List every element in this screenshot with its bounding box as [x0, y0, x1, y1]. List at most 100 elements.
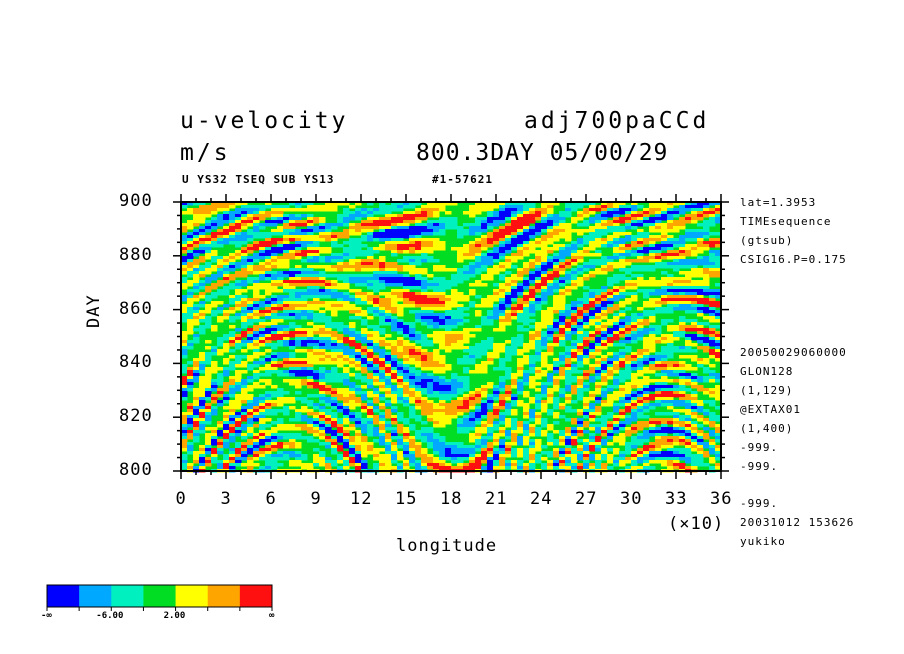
heatmap-cell	[373, 370, 380, 374]
heatmap-cell	[355, 337, 362, 341]
heatmap-cell	[463, 337, 470, 341]
heatmap-cell	[541, 229, 548, 233]
heatmap-cell	[697, 286, 704, 290]
heatmap-cell	[391, 208, 398, 212]
heatmap-cell	[211, 361, 218, 365]
heatmap-cell	[631, 319, 638, 323]
heatmap-cell	[583, 352, 590, 356]
heatmap-cell	[655, 256, 662, 260]
heatmap-cell	[313, 325, 320, 329]
heatmap-cell	[373, 382, 380, 386]
heatmap-cell	[385, 205, 392, 209]
heatmap-cell	[397, 400, 404, 404]
heatmap-cell	[565, 388, 572, 392]
heatmap-cell	[217, 316, 224, 320]
heatmap-cell	[259, 328, 266, 332]
heatmap-cell	[469, 361, 476, 365]
heatmap-cell	[577, 214, 584, 218]
heatmap-cell	[439, 406, 446, 410]
heatmap-cell	[583, 235, 590, 239]
heatmap-cell	[637, 394, 644, 398]
heatmap-cell	[715, 325, 722, 329]
heatmap-cell	[577, 229, 584, 233]
heatmap-cell	[481, 391, 488, 395]
heatmap-cell	[661, 277, 668, 281]
heatmap-cell	[403, 403, 410, 407]
heatmap-cell	[199, 331, 206, 335]
heatmap-cell	[625, 286, 632, 290]
heatmap-cell	[463, 277, 470, 281]
heatmap-cell	[703, 265, 710, 269]
heatmap-cell	[571, 343, 578, 347]
heatmap-cell	[595, 400, 602, 404]
heatmap-cell	[493, 409, 500, 413]
heatmap-cell	[475, 328, 482, 332]
heatmap-cell	[679, 253, 686, 257]
heatmap-cell	[199, 250, 206, 254]
heatmap-cell	[379, 352, 386, 356]
heatmap-cell	[583, 316, 590, 320]
heatmap-cell	[553, 382, 560, 386]
heatmap-cell	[523, 409, 530, 413]
heatmap-cell	[601, 259, 608, 263]
heatmap-cell	[331, 415, 338, 419]
heatmap-cell	[547, 202, 554, 206]
heatmap-cell	[331, 397, 338, 401]
heatmap-cell	[247, 244, 254, 248]
heatmap-cell	[499, 319, 506, 323]
heatmap-cell	[679, 202, 686, 206]
heatmap-cell	[307, 367, 314, 371]
heatmap-cell	[241, 313, 248, 317]
heatmap-cell	[313, 298, 320, 302]
heatmap-cell	[349, 298, 356, 302]
heatmap-cell	[253, 346, 260, 350]
heatmap-cell	[679, 379, 686, 383]
heatmap-cell	[253, 304, 260, 308]
heatmap-cell	[373, 295, 380, 299]
heatmap-cell	[373, 304, 380, 308]
heatmap-cell	[625, 367, 632, 371]
heatmap-cell	[643, 367, 650, 371]
heatmap-cell	[463, 418, 470, 422]
heatmap-cell	[271, 289, 278, 293]
heatmap-cell	[541, 244, 548, 248]
heatmap-cell	[313, 319, 320, 323]
heatmap-cell	[571, 313, 578, 317]
heatmap-cell	[439, 394, 446, 398]
heatmap-cell	[511, 400, 518, 404]
heatmap-cell	[337, 292, 344, 296]
heatmap-cell	[469, 349, 476, 353]
heatmap-cell	[679, 223, 686, 227]
heatmap-cell	[487, 310, 494, 314]
heatmap-cell	[601, 364, 608, 368]
heatmap-cell	[301, 301, 308, 305]
heatmap-cell	[499, 367, 506, 371]
heatmap-cell	[703, 259, 710, 263]
heatmap-cell	[271, 250, 278, 254]
heatmap-cell	[565, 259, 572, 263]
heatmap-cell	[607, 337, 614, 341]
heatmap-cell	[361, 259, 368, 263]
heatmap-cell	[391, 400, 398, 404]
heatmap-cell	[211, 217, 218, 221]
heatmap-cell	[271, 259, 278, 263]
heatmap-cell	[637, 280, 644, 284]
heatmap-cell	[199, 418, 206, 422]
heatmap-cell	[601, 226, 608, 230]
heatmap-cell	[679, 211, 686, 215]
heatmap-cell	[613, 415, 620, 419]
heatmap-cell	[475, 400, 482, 404]
heatmap-cell	[673, 388, 680, 392]
heatmap-cell	[211, 364, 218, 368]
heatmap-cell	[607, 262, 614, 266]
heatmap-cell	[343, 277, 350, 281]
heatmap-cell	[511, 418, 518, 422]
heatmap-cell	[577, 394, 584, 398]
heatmap-cell	[583, 295, 590, 299]
heatmap-cell	[313, 226, 320, 230]
heatmap-cell	[439, 325, 446, 329]
heatmap-cell	[451, 400, 458, 404]
heatmap-cell	[619, 310, 626, 314]
heatmap-cell	[703, 292, 710, 296]
heatmap-cell	[355, 250, 362, 254]
